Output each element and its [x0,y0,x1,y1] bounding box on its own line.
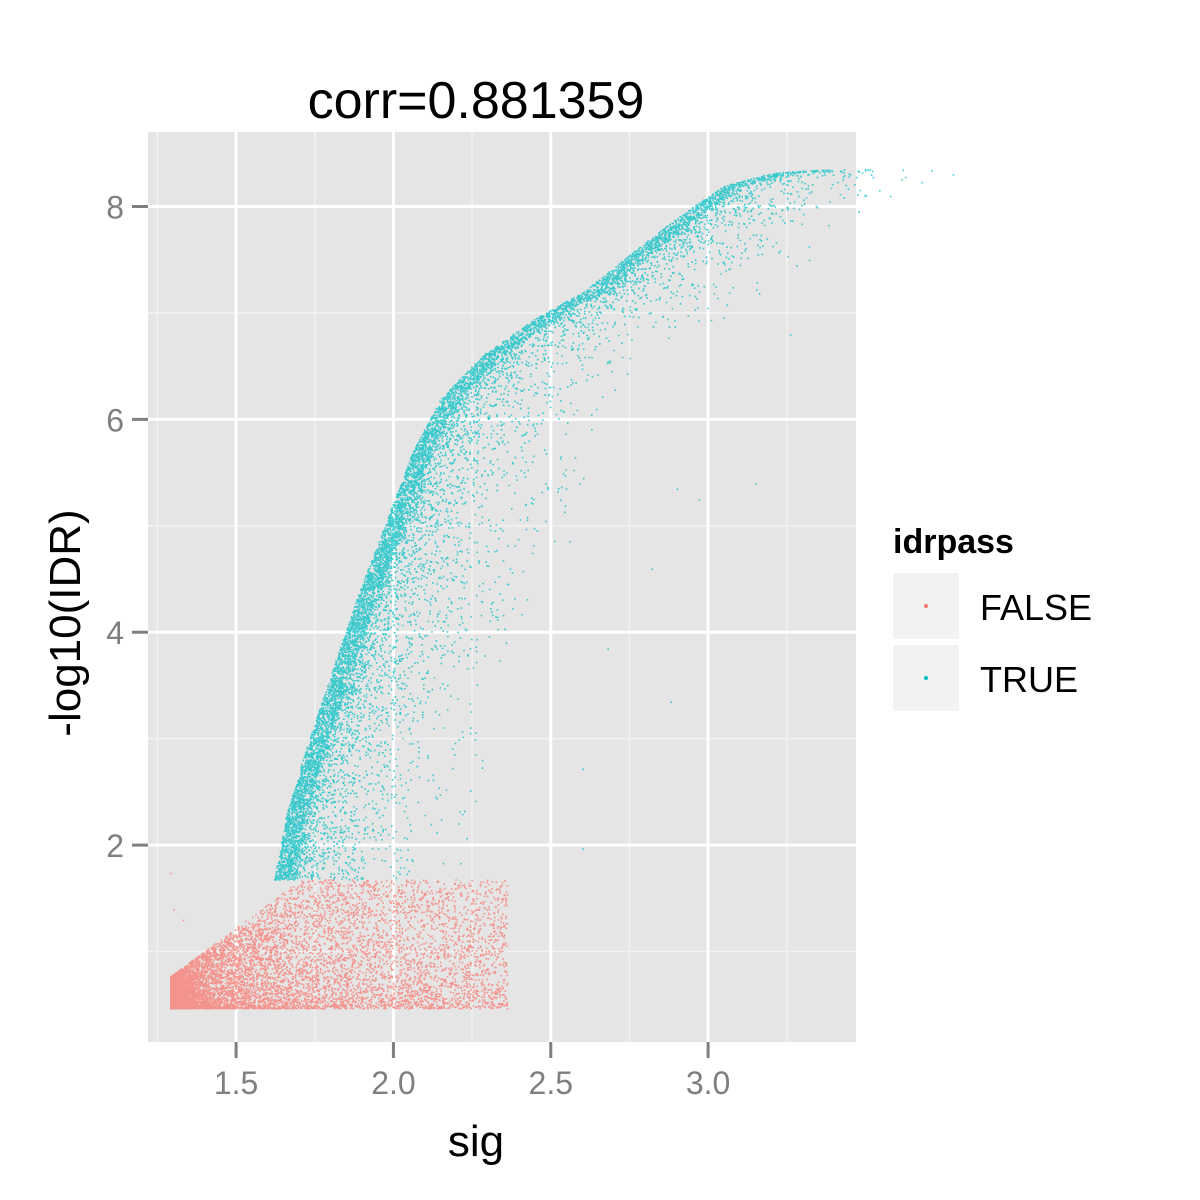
plot-panel [148,132,856,1042]
x-tick-label: 1.5 [214,1065,258,1101]
legend-label-true: TRUE [980,659,1078,700]
x-tick-label: 3.0 [686,1065,730,1101]
y-tick-label: 2 [106,828,124,864]
y-axis-label: -log10(IDR) [41,509,90,736]
y-tick-label: 6 [106,402,124,438]
x-tick-label: 2.5 [529,1065,573,1101]
y-tick-label: 4 [106,615,124,651]
y-axis: 2 4 6 8 [106,190,148,864]
legend-title: idrpass [893,523,1014,561]
x-axis: 1.5 2.0 2.5 3.0 [214,1042,730,1101]
data-points [170,169,955,1010]
legend-key-true-point [924,676,928,680]
y-tick-label: 8 [106,190,124,226]
legend-label-false: FALSE [980,587,1092,628]
grid-major [148,132,856,1042]
chart-title: corr=0.881359 [308,72,645,130]
legend: idrpass FALSE TRUE [893,523,1092,711]
series-false-points [170,872,509,1010]
x-tick-label: 2.0 [371,1065,415,1101]
legend-key-false-point [924,604,928,608]
x-axis-label: sig [448,1117,504,1166]
